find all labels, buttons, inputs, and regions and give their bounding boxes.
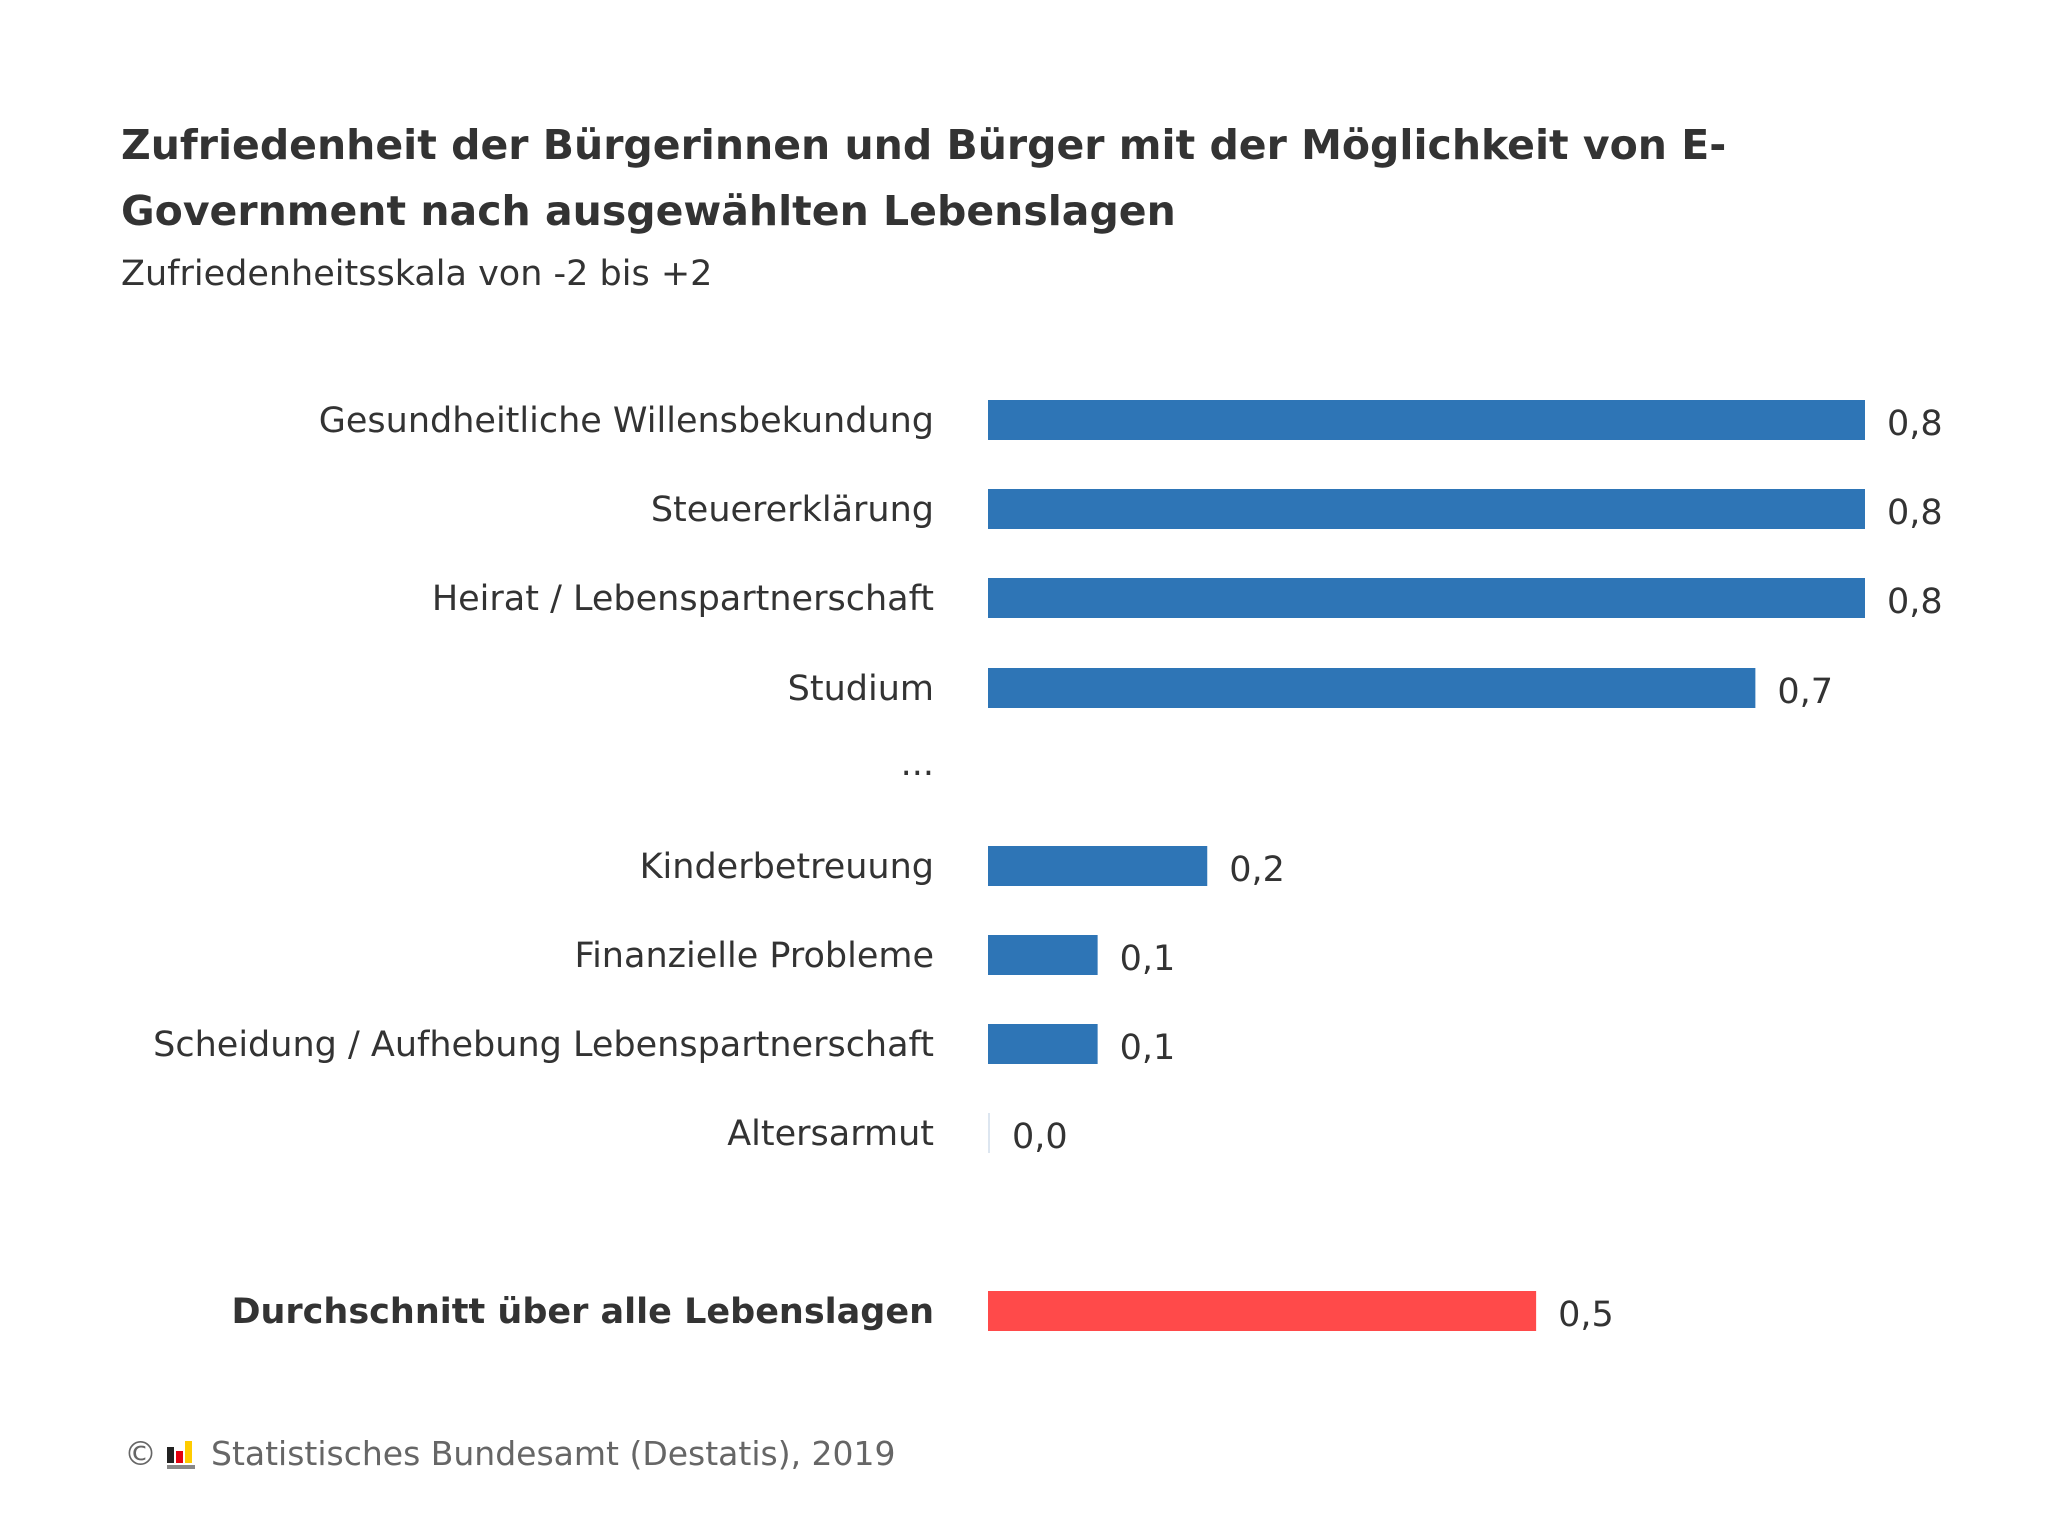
average-value-label: 0,5 [1558, 1295, 1614, 1335]
bar-4 [988, 668, 1756, 708]
category-label-1: Gesundheitliche Willensbekundung [319, 401, 934, 441]
category-label-9: Altersarmut [727, 1114, 934, 1154]
bar-3 [988, 578, 1865, 618]
value-label-3: 0,8 [1887, 582, 1943, 622]
bar-8 [988, 1024, 1098, 1064]
bar-2 [988, 489, 1865, 529]
source-text: Statistisches Bundesamt (Destatis), 2019 [211, 1434, 896, 1473]
category-label-4: Studium [788, 669, 934, 709]
bar-9 [988, 1113, 990, 1153]
chart-subtitle: Zufriedenheitsskala von -2 bis +2 [121, 254, 713, 294]
category-label-6: Kinderbetreuung [640, 847, 934, 887]
value-label-9: 0,0 [1012, 1117, 1068, 1157]
chart-title: Zufriedenheit der Bürgerinnen und Bürger… [121, 121, 1727, 235]
footer: © Statistisches Bundesamt (Destatis), 20… [124, 1434, 896, 1474]
destatis-logo-icon [167, 1439, 199, 1469]
bar-7 [988, 935, 1098, 975]
category-label-2: Steuererklärung [651, 490, 934, 530]
value-label-2: 0,8 [1887, 493, 1943, 533]
value-label-1: 0,8 [1887, 404, 1943, 444]
bar-6 [988, 846, 1208, 886]
bar-1 [988, 400, 1865, 440]
category-label-8: Scheidung / Aufhebung Lebenspartnerschaf… [153, 1025, 934, 1065]
average-bar [988, 1291, 1537, 1331]
copyright-symbol: © [124, 1434, 157, 1473]
category-label-3: Heirat / Lebenspartnerschaft [432, 579, 934, 619]
value-label-4: 0,7 [1777, 672, 1833, 712]
category-label-7: Finanzielle Probleme [575, 936, 935, 976]
value-label-7: 0,1 [1120, 939, 1176, 979]
category-label-10: Durchschnitt über alle Lebenslagen [231, 1292, 934, 1332]
value-label-6: 0,2 [1229, 850, 1285, 890]
category-separator: ... [901, 744, 934, 784]
value-label-8: 0,1 [1120, 1028, 1176, 1068]
